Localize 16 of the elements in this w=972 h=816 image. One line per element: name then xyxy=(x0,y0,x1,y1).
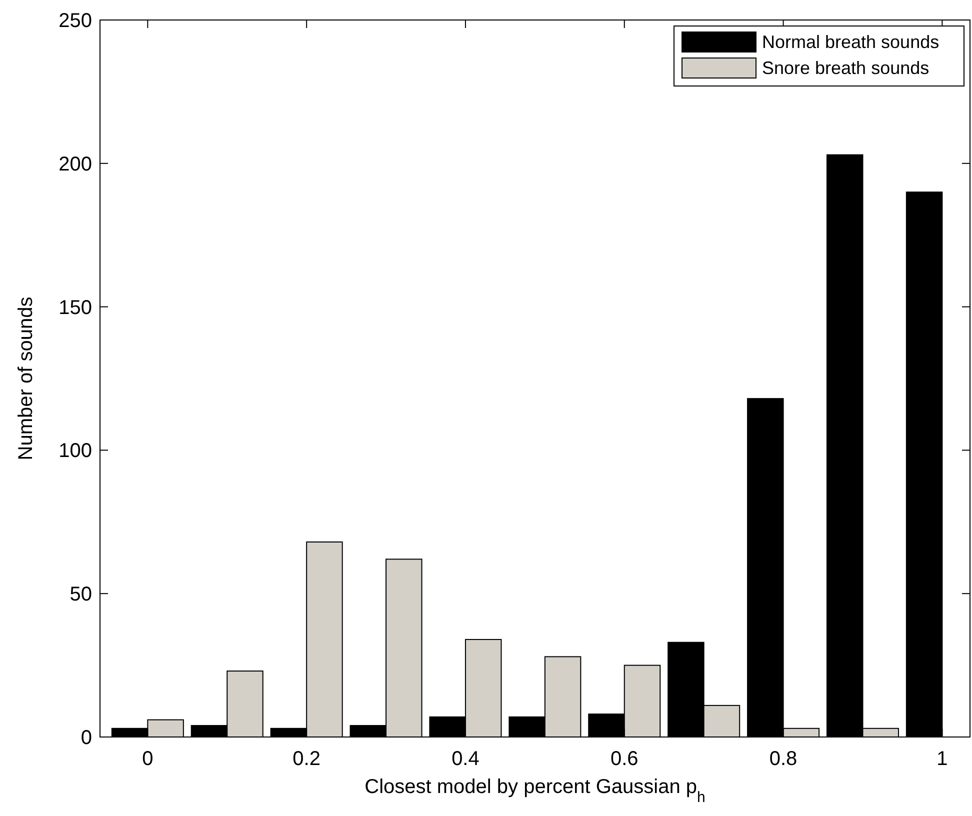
x-tick-label: 0.4 xyxy=(452,748,480,770)
x-tick-label: 0 xyxy=(142,748,154,770)
y-tick-label: 50 xyxy=(70,584,92,606)
x-tick-label: 0.8 xyxy=(769,748,798,770)
y-tick-label: 250 xyxy=(58,10,92,32)
x-tick-label: 0.2 xyxy=(292,748,320,770)
x-axis-title: Closest model by percent Gaussian p$_{h}$ xyxy=(364,776,706,806)
legend-label: Normal breath sounds xyxy=(762,32,940,52)
y-tick-label: 200 xyxy=(58,153,92,176)
legend-label: Snore breath sounds xyxy=(762,58,930,78)
x-tick-label: 0.6 xyxy=(610,748,638,770)
y-axis-title: Number of sounds xyxy=(15,296,37,460)
y-tick-label: 150 xyxy=(58,296,92,319)
x-tick-label: 1 xyxy=(936,748,948,770)
y-tick-label: 0 xyxy=(80,727,92,749)
y-tick-label: 100 xyxy=(58,440,92,462)
